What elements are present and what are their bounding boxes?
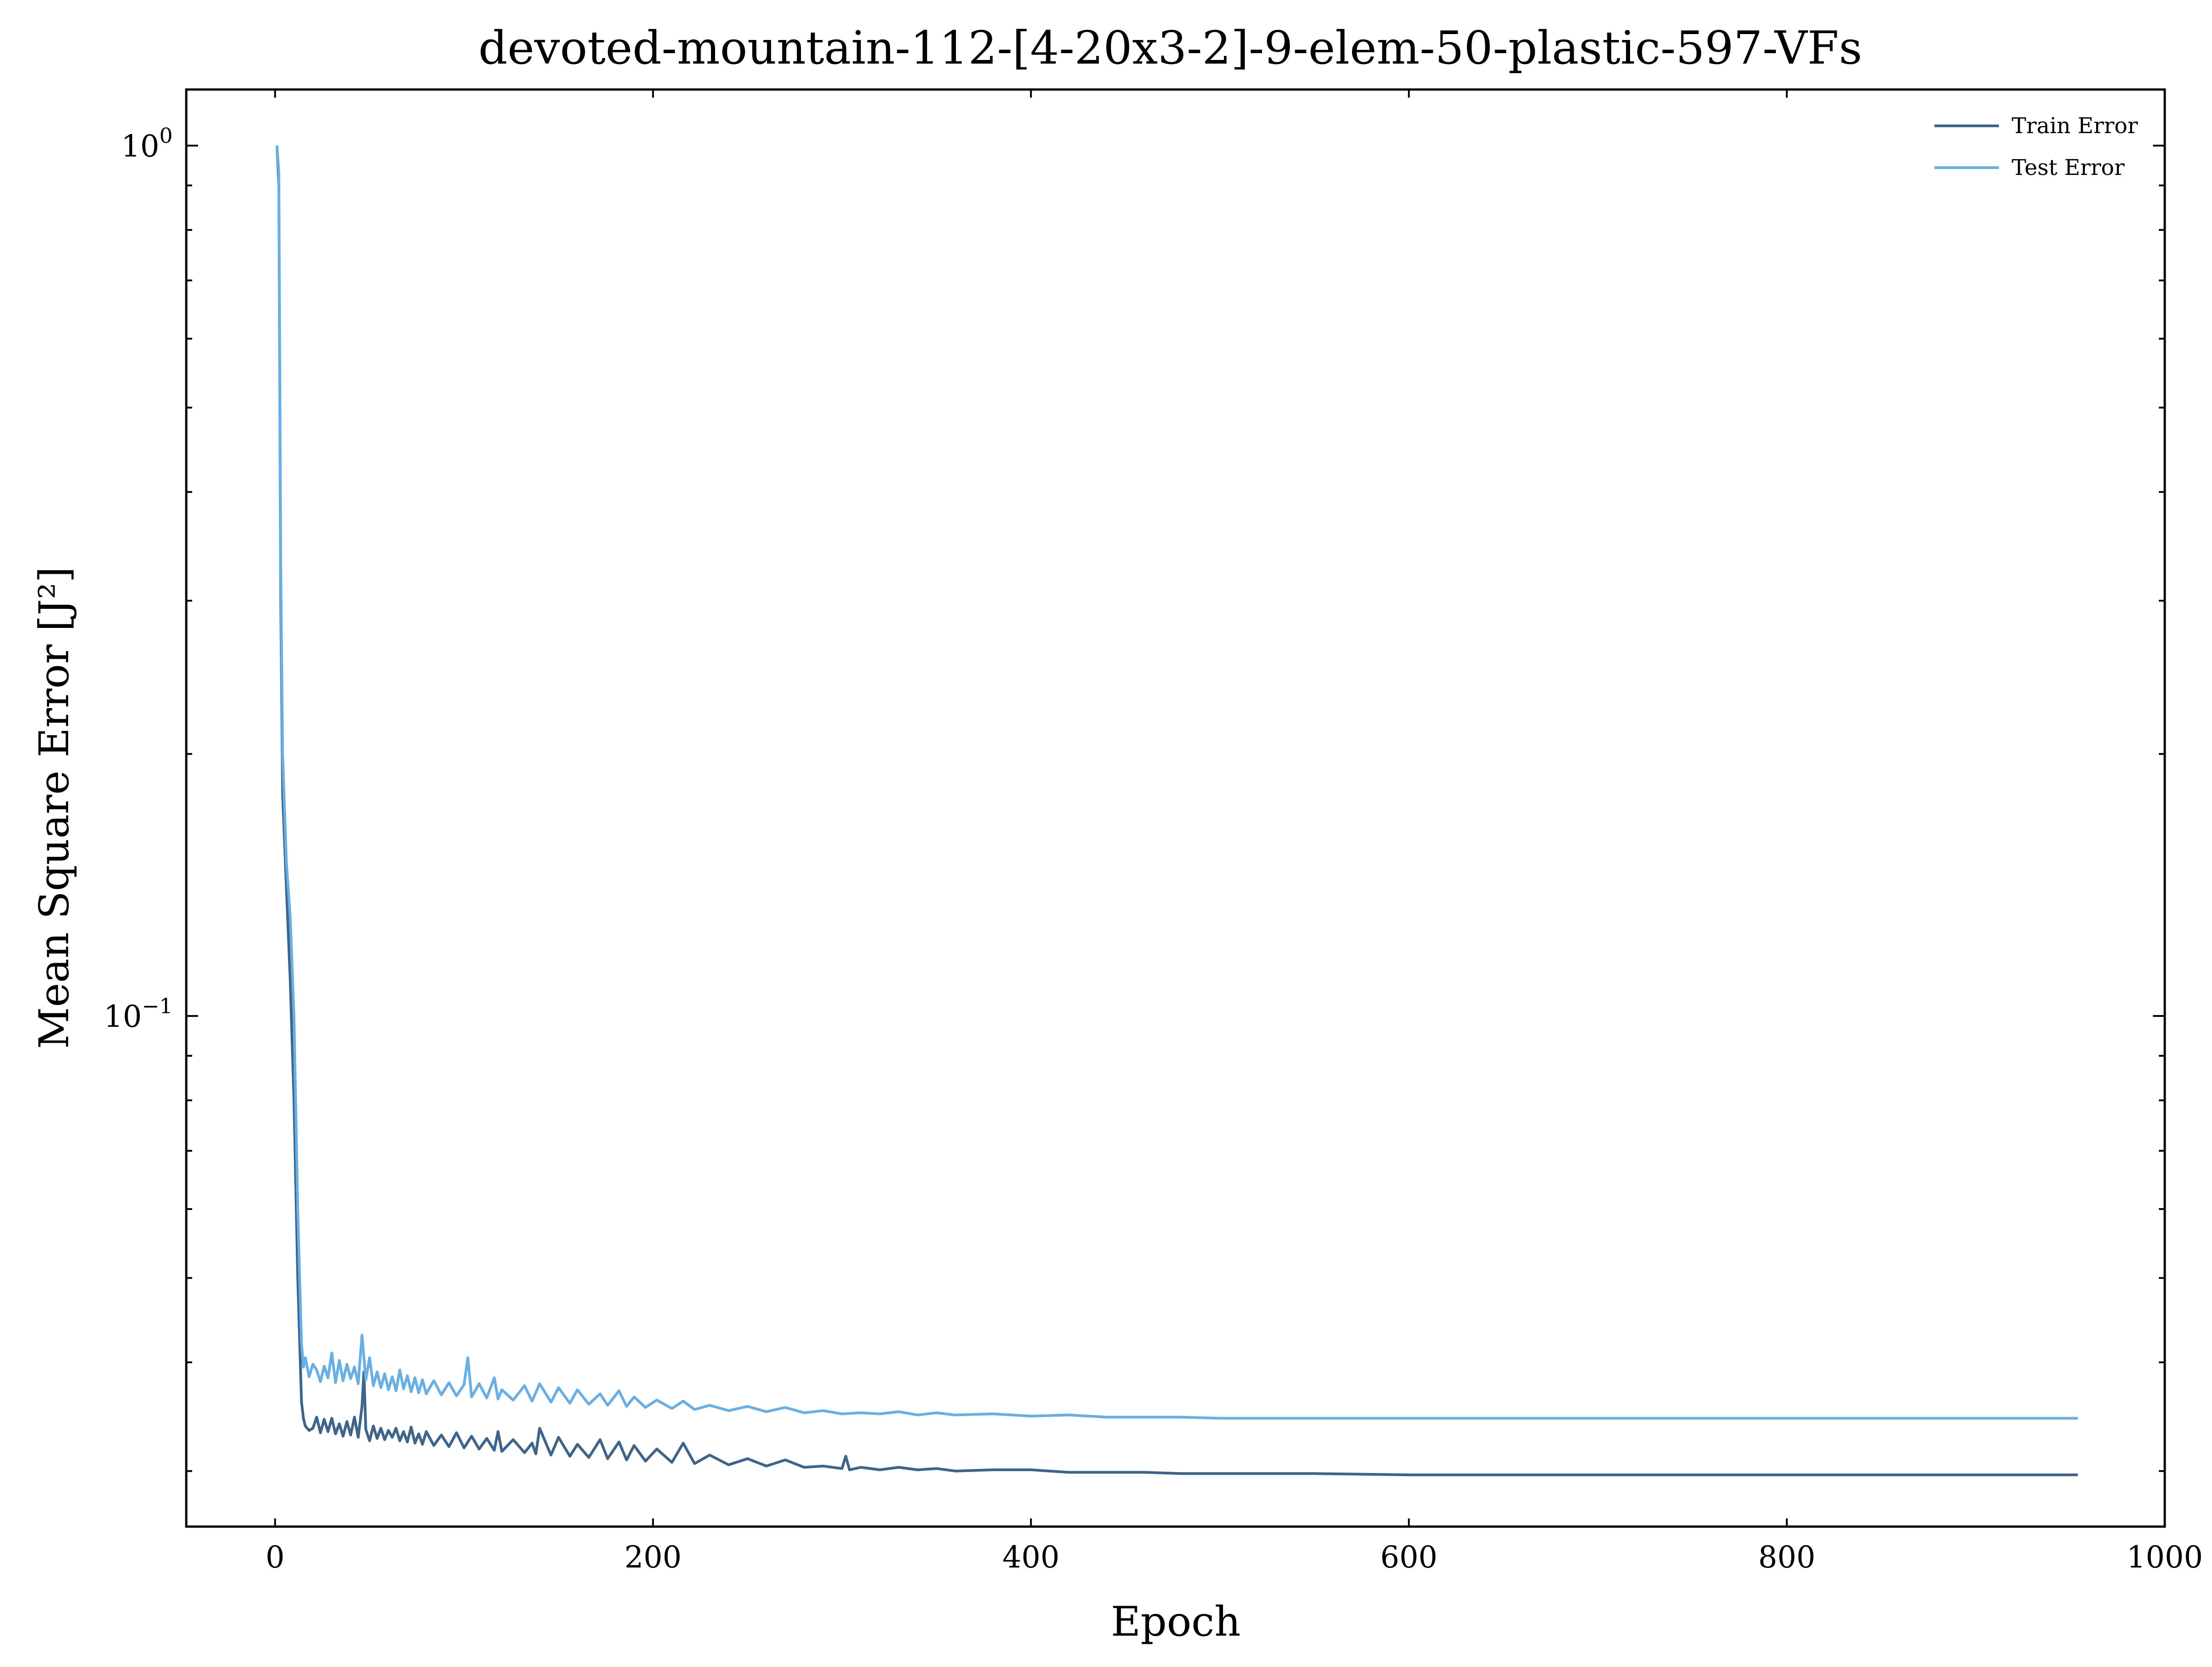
x-tick-label: 400	[1002, 1540, 1059, 1575]
legend: Train Error Test Error	[1934, 113, 2138, 180]
series-layer	[275, 145, 2078, 1477]
x-tick-label: 200	[624, 1540, 681, 1575]
y-axis-ticks: 100 10−1	[104, 123, 2165, 1472]
legend-label-train-error: Train Error	[2012, 113, 2138, 139]
x-axis-ticks: 0 200 400 600 800 1000	[265, 90, 2203, 1575]
legend-label-test-error: Test Error	[2012, 155, 2125, 180]
y-axis-label: Mean Square Error [J²]	[30, 567, 78, 1049]
x-tick-label: 800	[1758, 1540, 1815, 1575]
x-axis-label: Epoch	[1111, 1598, 1241, 1646]
y-tick-label: 10−1	[104, 994, 173, 1034]
x-tick-label: 0	[265, 1540, 284, 1575]
chart-title: devoted-mountain-112-[4-20x3-2]-9-elem-5…	[478, 21, 1862, 75]
x-tick-label: 600	[1380, 1540, 1437, 1575]
x-tick-label: 1000	[2127, 1540, 2203, 1575]
y-tick-label: 100	[121, 123, 173, 164]
plot-frame	[185, 88, 2166, 1528]
series-line-test-error	[275, 145, 2078, 1420]
series-line-train-error	[275, 145, 2078, 1477]
